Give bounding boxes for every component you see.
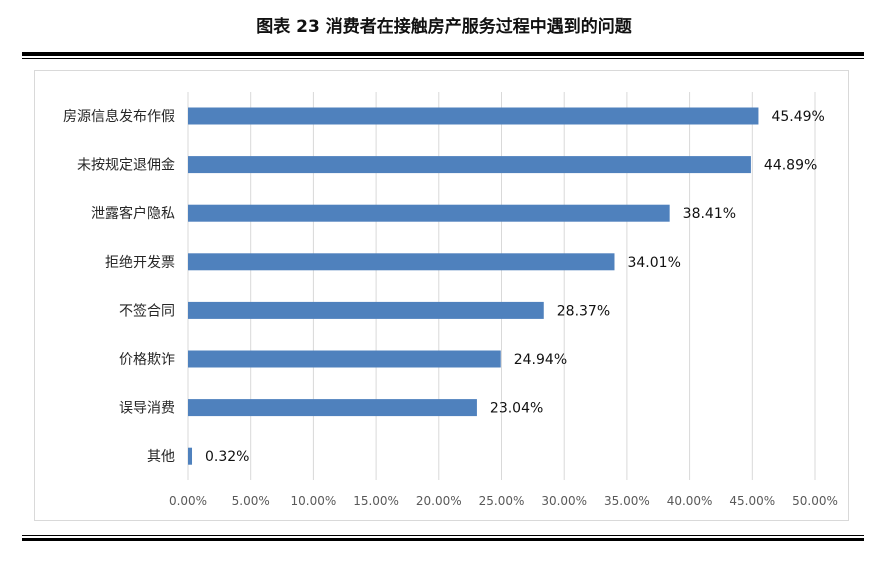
x-tick-labels: 0.00% 5.00% 10.00% 15.00% 20.00% 25.00% 30.00%…	[169, 494, 838, 508]
value-label: 24.94%	[514, 352, 567, 368]
x-tick-label: 20.00%	[416, 494, 462, 508]
x-tick-label: 0.00%	[169, 494, 207, 508]
category-label: 其他	[147, 449, 175, 465]
value-label: 28.37%	[557, 303, 610, 319]
x-tick-label: 45.00%	[729, 494, 775, 508]
bar	[188, 399, 477, 417]
category-label: 价格欺诈	[119, 352, 175, 368]
top-rule-thin	[22, 58, 864, 59]
bar	[188, 107, 759, 125]
x-tick-label: 30.00%	[541, 494, 587, 508]
x-tick-label: 25.00%	[479, 494, 525, 508]
category-label: 误导消费	[119, 401, 175, 417]
x-tick-label: 10.00%	[291, 494, 337, 508]
value-label: 23.04%	[490, 401, 543, 417]
category-label: 房源信息发布作假	[63, 108, 175, 125]
category-label: 未按规定退佣金	[77, 158, 175, 174]
value-label: 45.49%	[771, 109, 824, 125]
bar	[188, 301, 544, 319]
chart-area	[34, 70, 849, 521]
chart-title: 图表 23 消费者在接触房产服务过程中遇到的问题	[256, 17, 632, 37]
bottom-rule-thin	[22, 535, 864, 536]
x-tick-label: 5.00%	[232, 494, 270, 508]
bars	[188, 107, 759, 465]
bar	[188, 350, 501, 368]
x-tick-label: 35.00%	[604, 494, 650, 508]
category-label: 泄露客户隐私	[91, 205, 175, 222]
value-label: 34.01%	[627, 255, 680, 271]
bar	[188, 204, 670, 222]
bar	[188, 447, 193, 465]
top-rule	[22, 52, 864, 56]
value-labels: 45.49% 44.89% 38.41% 34.01% 28.37% 24.94% 23.0…	[205, 109, 825, 465]
gridlines	[187, 92, 816, 480]
value-label: 38.41%	[683, 206, 736, 222]
x-tick-label: 15.00%	[353, 494, 399, 508]
category-label: 不签合同	[119, 302, 175, 319]
x-tick-label: 40.00%	[667, 494, 713, 508]
value-label: 44.89%	[764, 158, 817, 174]
bottom-rule	[22, 538, 864, 541]
bar	[188, 156, 751, 174]
bar	[188, 253, 615, 271]
category-label: 拒绝开发票	[105, 255, 175, 271]
value-label: 0.32%	[205, 449, 249, 465]
x-tick-label: 50.00%	[792, 494, 838, 508]
